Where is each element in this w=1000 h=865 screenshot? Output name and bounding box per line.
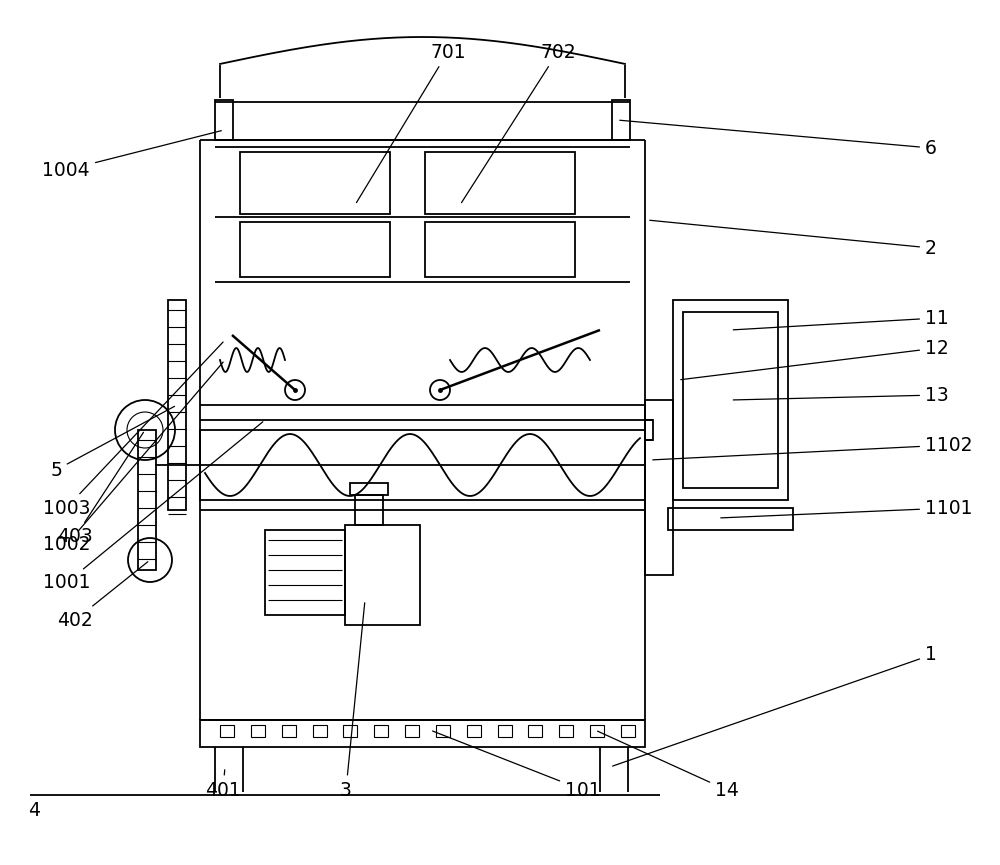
Text: 1102: 1102 xyxy=(653,435,972,460)
Text: 1002: 1002 xyxy=(43,362,223,554)
Bar xyxy=(498,725,512,737)
Bar xyxy=(282,725,296,737)
Bar xyxy=(612,100,630,140)
Text: 1003: 1003 xyxy=(43,342,223,517)
Bar xyxy=(343,725,357,737)
Bar xyxy=(668,508,793,530)
Bar xyxy=(138,430,156,570)
Bar xyxy=(436,725,450,737)
Bar xyxy=(220,725,234,737)
Text: 101: 101 xyxy=(433,731,601,799)
Text: 701: 701 xyxy=(356,42,466,202)
Text: 702: 702 xyxy=(461,42,576,202)
Text: 12: 12 xyxy=(681,338,949,380)
Bar xyxy=(350,483,388,495)
Text: 1001: 1001 xyxy=(43,422,263,593)
Bar xyxy=(265,530,345,615)
Text: 1004: 1004 xyxy=(42,131,221,180)
Text: 11: 11 xyxy=(733,309,949,330)
Text: 4: 4 xyxy=(28,800,40,819)
Bar xyxy=(590,725,604,737)
Bar xyxy=(200,720,645,747)
Bar xyxy=(528,725,542,737)
Text: 403: 403 xyxy=(57,432,143,547)
Bar xyxy=(683,312,778,488)
Bar xyxy=(200,430,645,500)
Bar xyxy=(345,525,420,625)
Bar xyxy=(355,495,383,525)
Text: 6: 6 xyxy=(620,120,937,157)
Bar xyxy=(240,222,390,277)
Text: 1101: 1101 xyxy=(721,498,972,518)
Bar xyxy=(374,725,388,737)
Bar xyxy=(215,100,233,140)
Bar xyxy=(621,725,635,737)
Bar xyxy=(645,400,673,575)
Text: 5: 5 xyxy=(50,407,175,479)
Text: 1: 1 xyxy=(613,645,937,766)
Bar xyxy=(405,725,419,737)
Bar xyxy=(425,152,575,214)
Text: 402: 402 xyxy=(57,561,148,630)
Bar xyxy=(313,725,327,737)
Bar xyxy=(467,725,481,737)
Bar xyxy=(251,725,265,737)
Bar xyxy=(168,300,186,510)
Text: 401: 401 xyxy=(205,770,241,799)
Bar xyxy=(240,152,390,214)
Text: 13: 13 xyxy=(733,386,949,405)
Bar xyxy=(559,725,573,737)
Bar xyxy=(425,222,575,277)
Bar xyxy=(673,300,788,500)
Text: 3: 3 xyxy=(340,603,365,799)
Bar xyxy=(645,420,653,440)
Text: 2: 2 xyxy=(650,221,937,258)
Text: 14: 14 xyxy=(598,731,739,799)
